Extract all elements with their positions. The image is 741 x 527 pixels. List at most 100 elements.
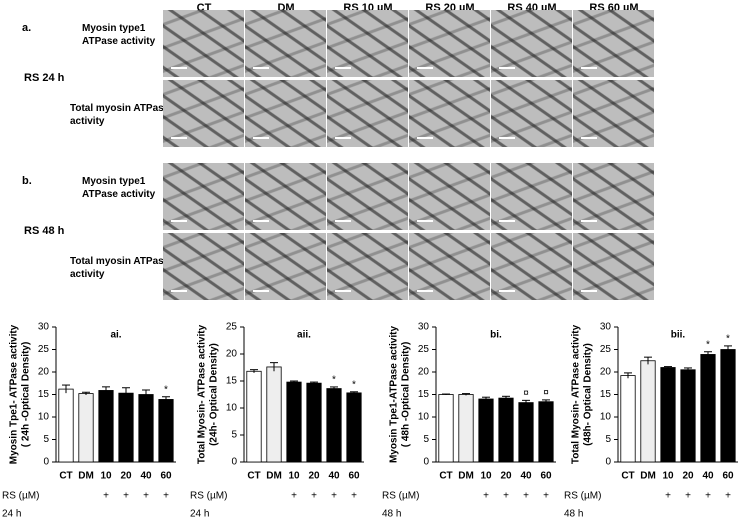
x-tick-label: DM <box>458 471 474 482</box>
micrograph <box>409 80 490 147</box>
bar <box>478 398 494 463</box>
micrograph <box>573 80 654 147</box>
y-tick-label: 25 <box>418 344 430 355</box>
treatment-label: RS (µM) <box>2 491 39 502</box>
bar <box>306 382 322 463</box>
micrograph <box>163 233 244 300</box>
bar <box>498 397 514 463</box>
y-tick-label: 10 <box>226 403 238 414</box>
micrograph <box>245 163 326 230</box>
significance-marker: * <box>332 375 336 386</box>
bar <box>518 402 534 463</box>
bar <box>720 349 736 463</box>
row-label: Myosin type1 ATPase activity <box>82 23 156 47</box>
y-tick-label: 10 <box>600 412 612 423</box>
micrograph <box>409 163 490 230</box>
treatment-marker: + <box>103 491 109 502</box>
micrograph <box>245 10 326 77</box>
x-tick-label: 60 <box>348 471 360 482</box>
row-label: Myosin type1 ATPase activity <box>82 176 156 200</box>
y-tick-label: 20 <box>226 349 238 360</box>
micrograph <box>573 10 654 77</box>
bar <box>680 369 696 463</box>
treatment-marker: + <box>685 491 691 502</box>
x-tick-label: 20 <box>500 471 512 482</box>
significance-marker: ¤ <box>543 388 549 399</box>
treatment-marker: + <box>351 491 357 502</box>
x-tick-label: DM <box>78 471 94 482</box>
x-tick-label: 40 <box>702 471 714 482</box>
bar-chart: ai. Myosin Tpe1- ATPase activity( 24h -Op… <box>2 322 176 520</box>
x-tick-label: CT <box>621 471 634 482</box>
treatment-marker: + <box>665 491 671 502</box>
bar <box>78 393 94 463</box>
bar <box>158 399 174 463</box>
bar <box>620 375 636 463</box>
y-tick-label: 5 <box>423 434 429 445</box>
micrograph <box>409 10 490 77</box>
bar <box>98 390 114 463</box>
panel-time: RS 48 h <box>24 225 65 237</box>
significance-marker: * <box>706 339 710 350</box>
treatment-label: RS (µM) <box>190 491 227 502</box>
y-axis-label: (24h- Optical Density) <box>209 343 220 446</box>
micrograph <box>163 10 244 77</box>
x-tick-label: 20 <box>682 471 694 482</box>
y-tick-label: 20 <box>418 367 430 378</box>
x-tick-label: 40 <box>520 471 532 482</box>
bar <box>326 388 342 463</box>
y-tick-label: 0 <box>423 457 429 468</box>
y-axis-label: Myosin Tpe1- ATPase activity <box>9 324 20 464</box>
treatment-marker: + <box>523 491 529 502</box>
x-tick-label: 40 <box>328 471 340 482</box>
bar <box>138 394 154 463</box>
micrograph <box>409 233 490 300</box>
y-tick-label: 30 <box>418 322 430 333</box>
time-label: 24 h <box>190 509 209 520</box>
x-tick-label: DM <box>266 471 282 482</box>
bar <box>118 392 134 463</box>
time-label: 48 h <box>564 509 583 520</box>
x-tick-label: 10 <box>480 471 492 482</box>
micrograph <box>327 233 408 300</box>
micrograph <box>245 80 326 147</box>
y-tick-label: 15 <box>418 389 430 400</box>
row-label: Total myosin ATPase activity <box>70 103 170 127</box>
treatment-marker: + <box>503 491 509 502</box>
y-tick-label: 10 <box>38 412 50 423</box>
treatment-marker: + <box>143 491 149 502</box>
y-tick-label: 20 <box>38 367 50 378</box>
x-tick-label: 10 <box>288 471 300 482</box>
x-tick-label: 60 <box>722 471 734 482</box>
bar <box>246 370 262 463</box>
treatment-marker: + <box>291 491 297 502</box>
treatment-marker: + <box>543 491 549 502</box>
micrograph <box>163 80 244 147</box>
y-tick-label: 15 <box>226 376 238 387</box>
micrograph <box>491 163 572 230</box>
y-tick-label: 20 <box>600 367 612 378</box>
y-tick-label: 25 <box>600 344 612 355</box>
bar <box>660 367 676 463</box>
treatment-marker: + <box>705 491 711 502</box>
bar <box>346 392 362 463</box>
treatment-marker: + <box>725 491 731 502</box>
y-axis-label: (48h- Optical Density) <box>583 343 594 446</box>
bar <box>700 354 716 463</box>
significance-marker: * <box>352 379 356 390</box>
y-tick-label: 25 <box>226 322 238 333</box>
y-tick-label: 5 <box>605 434 611 445</box>
bar-chart: bii. Total Myosin- ATPase activity (48h- O… <box>564 322 738 520</box>
chart-title: aii. <box>297 330 311 341</box>
y-tick-label: 30 <box>600 322 612 333</box>
micrograph <box>573 163 654 230</box>
treatment-marker: + <box>123 491 129 502</box>
x-tick-label: CT <box>59 471 72 482</box>
y-tick-label: 0 <box>605 457 611 468</box>
y-tick-label: 0 <box>43 457 49 468</box>
treatment-label: RS (µM) <box>564 491 601 502</box>
y-tick-label: 30 <box>38 322 50 333</box>
y-axis-label: Total Myosin- ATPase activity <box>571 324 582 464</box>
x-tick-label: 40 <box>140 471 152 482</box>
